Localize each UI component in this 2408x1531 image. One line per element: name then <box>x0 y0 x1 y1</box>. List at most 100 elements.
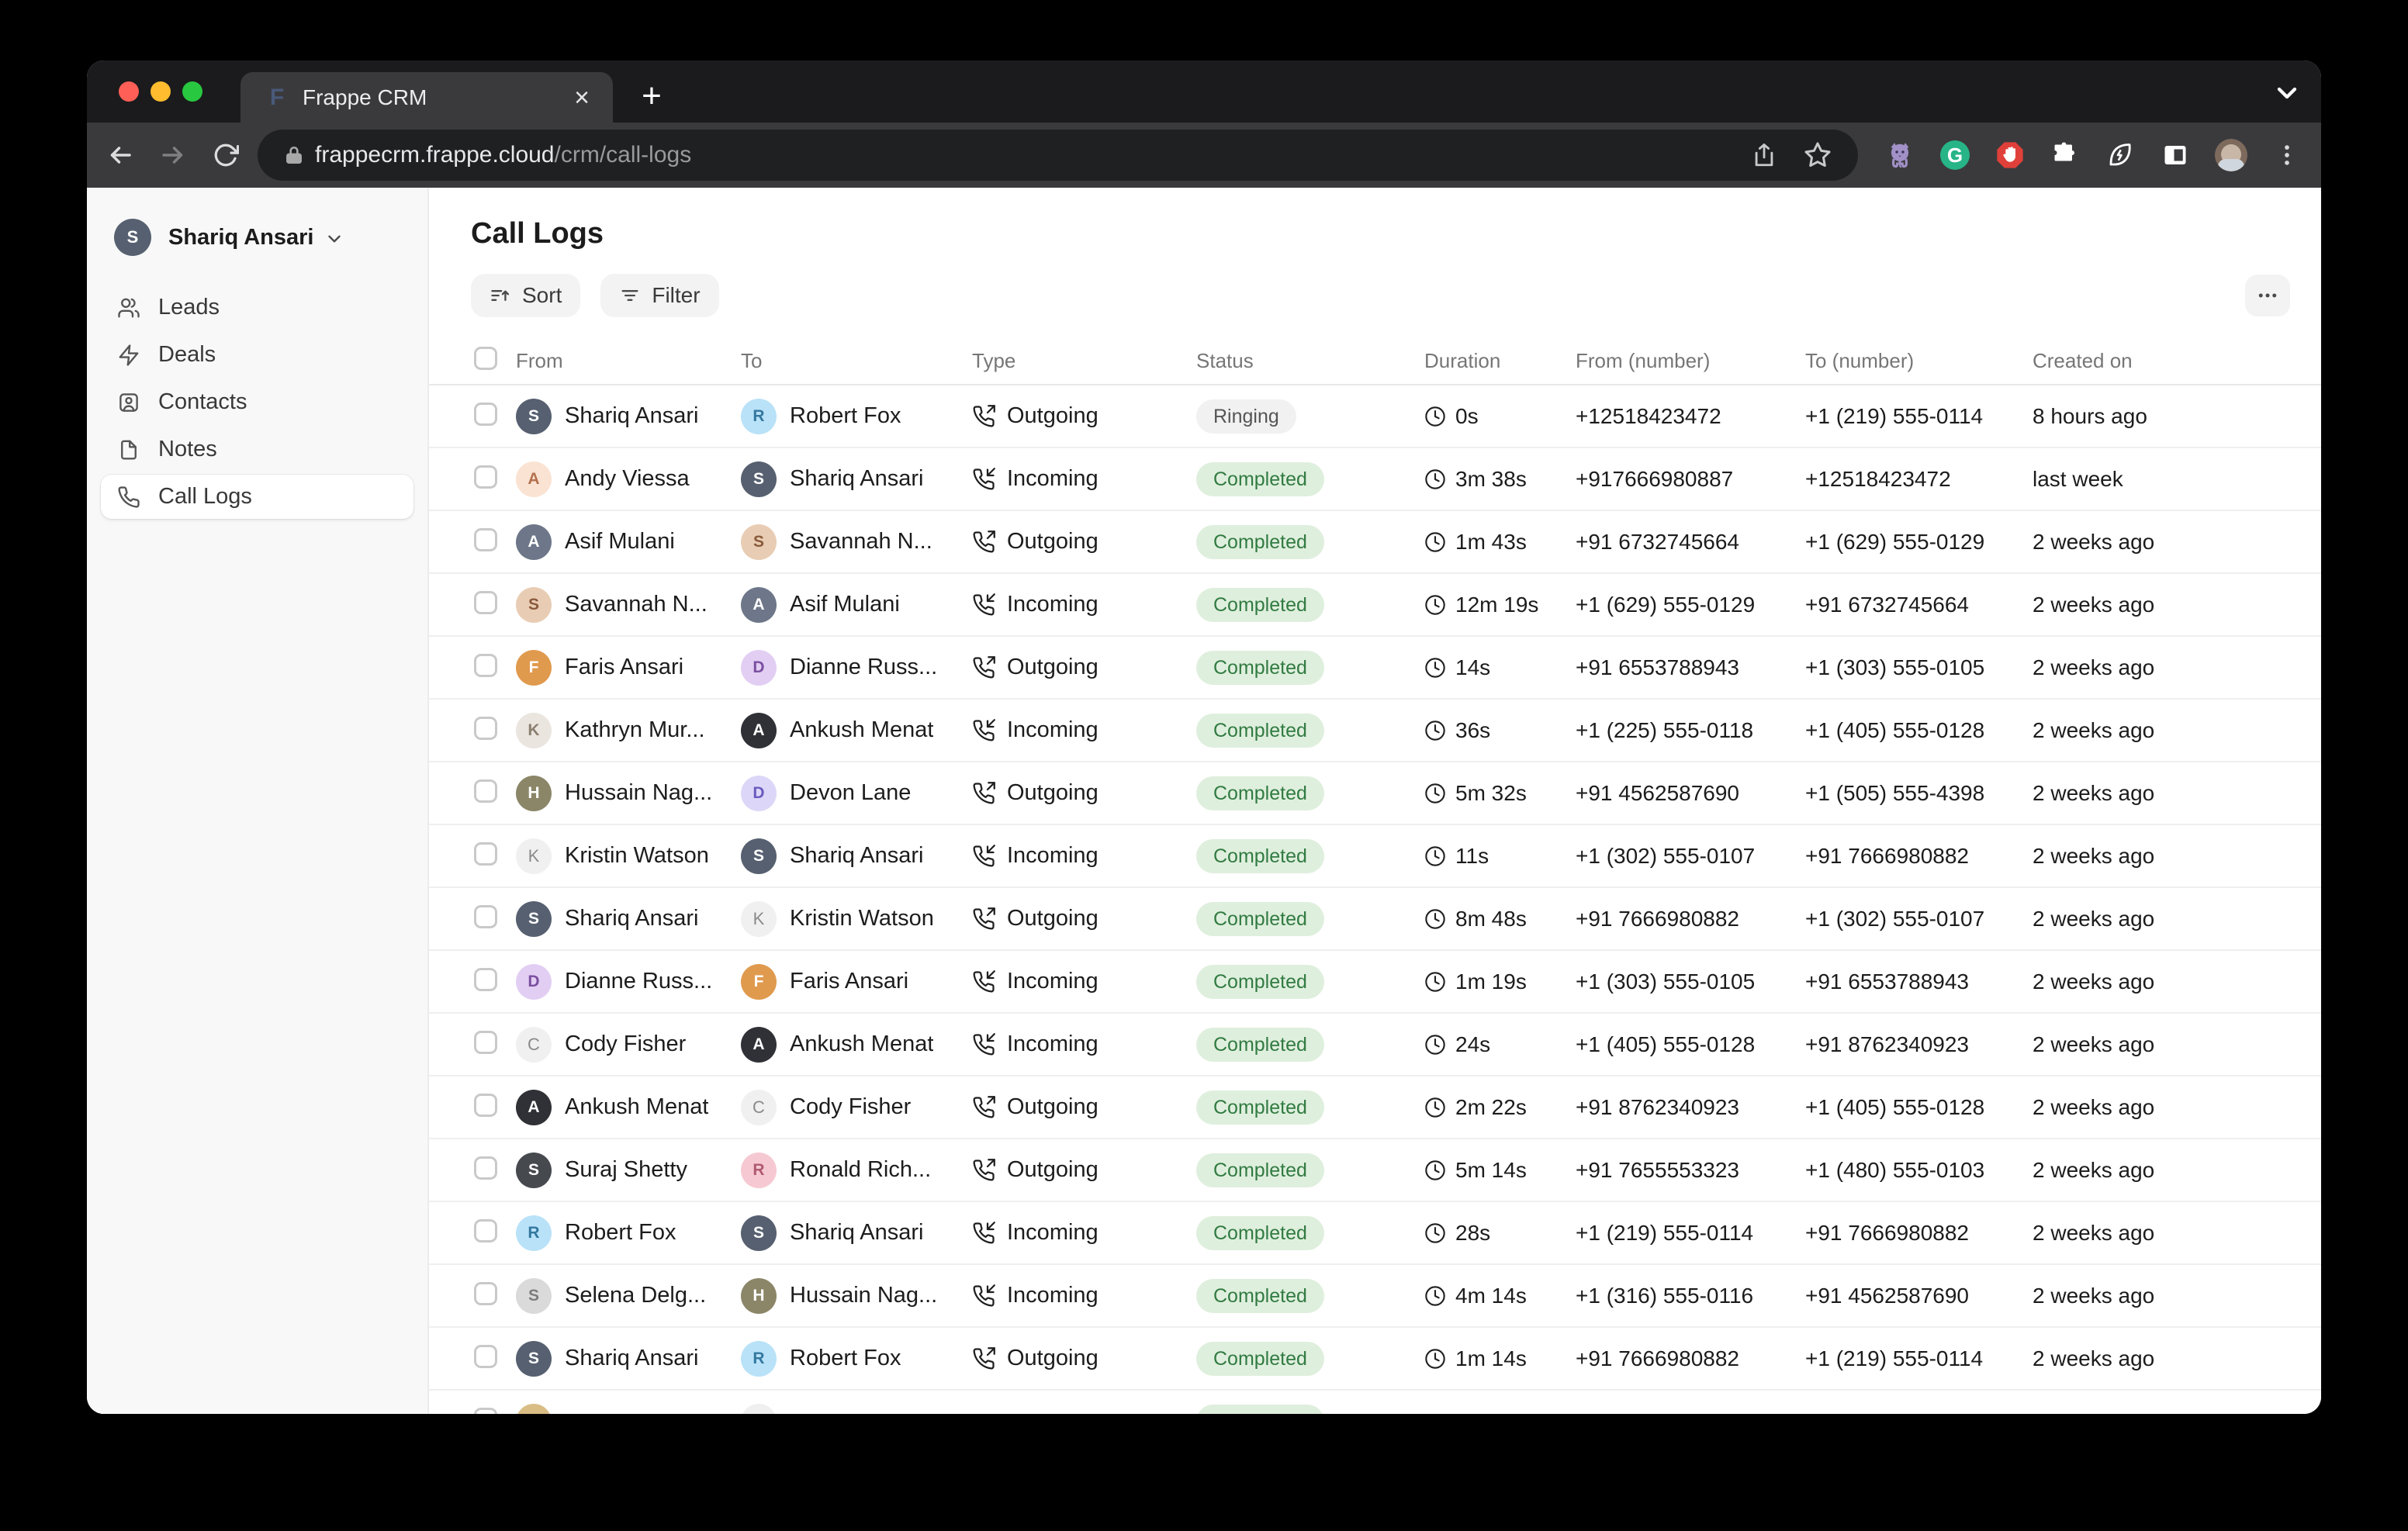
clock-icon <box>1424 594 1446 616</box>
column-header-type[interactable]: Type <box>972 348 1016 372</box>
chevron-down-icon[interactable] <box>2271 78 2302 109</box>
created-on: last week <box>2033 466 2123 491</box>
sidebar-item-deals[interactable]: Deals <box>101 333 413 377</box>
row-checkbox[interactable] <box>474 1219 497 1242</box>
row-checkbox[interactable] <box>474 1156 497 1180</box>
column-header-to[interactable]: To <box>741 348 763 372</box>
row-checkbox[interactable] <box>474 528 497 551</box>
table-row[interactable]: F Faris Ansari D Dianne Russ... Outgoing… <box>429 637 2321 700</box>
row-checkbox[interactable] <box>474 842 497 866</box>
to-number: +1 (480) 555-0103 <box>1805 1157 1985 1182</box>
from-number: +1 (316) 555-0116 <box>1576 1283 1754 1308</box>
column-header-to-number[interactable]: To (number) <box>1805 348 1915 372</box>
to-number: +91 6732745664 <box>1805 592 1969 617</box>
to-number: +91 8762340923 <box>1805 1032 1969 1056</box>
created-on: 2 weeks ago <box>2033 1032 2155 1056</box>
zoom-window-button[interactable] <box>182 81 202 102</box>
row-checkbox[interactable] <box>474 591 497 614</box>
column-header-from-number[interactable]: From (number) <box>1576 348 1711 372</box>
github-extension-icon[interactable] <box>1884 140 1915 171</box>
from-name: Robert Fox <box>565 1220 676 1245</box>
row-checkbox[interactable] <box>474 779 497 803</box>
select-all-checkbox[interactable] <box>474 346 497 370</box>
from-number: +91 7655553323 <box>1576 1157 1739 1182</box>
user-menu[interactable]: S Shariq Ansari <box>114 219 413 256</box>
sort-button[interactable]: Sort <box>471 274 581 317</box>
deals-icon <box>117 344 140 367</box>
row-checkbox[interactable] <box>474 1345 497 1368</box>
to-avatar: D <box>741 649 777 686</box>
to-avatar: K <box>741 900 777 937</box>
table-row[interactable]: S Selena Delg... H Hussain Nag... Incomi… <box>429 1265 2321 1328</box>
reading-panel-icon[interactable] <box>2160 140 2191 171</box>
to-avatar: S <box>741 838 777 874</box>
table-row[interactable]: D Dianne Russ... F Faris Ansari Incoming… <box>429 951 2321 1014</box>
table-row[interactable]: S Shariq Ansari R Robert Fox Outgoing Co… <box>429 1328 2321 1391</box>
bookmark-star-icon[interactable] <box>1804 141 1832 169</box>
table-row[interactable]: A Ankush Menat C Cody Fisher Outgoing Co… <box>429 1077 2321 1139</box>
share-icon[interactable] <box>1751 142 1777 168</box>
table-row[interactable]: K Kathryn Mur... A Ankush Menat Incoming… <box>429 700 2321 762</box>
menu-dots-icon[interactable] <box>2271 140 2302 171</box>
status-badge: Completed <box>1196 650 1324 685</box>
table-row[interactable]: C Cody Fisher A Ankush Menat Incoming Co… <box>429 1014 2321 1077</box>
table-row[interactable]: R Robert Fox S Shariq Ansari Incoming Co… <box>429 1202 2321 1265</box>
table-row[interactable]: H Hussain Nag... D Devon Lane Outgoing C… <box>429 762 2321 825</box>
puzzle-extensions-icon[interactable] <box>2050 140 2081 171</box>
row-checkbox[interactable] <box>474 1094 497 1117</box>
status-badge: Completed <box>1196 1278 1324 1313</box>
row-checkbox[interactable] <box>474 717 497 740</box>
more-options-button[interactable] <box>2245 275 2290 316</box>
row-checkbox[interactable] <box>474 1031 497 1054</box>
leaf-extension-icon[interactable] <box>2105 140 2136 171</box>
browser-profile-avatar[interactable] <box>2215 139 2247 171</box>
filter-icon <box>619 285 641 306</box>
row-checkbox[interactable] <box>474 968 497 991</box>
table-row[interactable]: Completed <box>429 1391 2321 1414</box>
row-checkbox[interactable] <box>474 905 497 928</box>
sidebar-item-call-logs[interactable]: Call Logs <box>101 475 413 519</box>
column-header-from[interactable]: From <box>516 348 563 372</box>
tab-close-icon[interactable]: × <box>574 82 590 112</box>
table-row[interactable]: A Asif Mulani S Savannah N... Outgoing C… <box>429 511 2321 574</box>
clock-icon <box>1424 971 1446 993</box>
row-checkbox[interactable] <box>474 1282 497 1305</box>
table-row[interactable]: S Savannah N... A Asif Mulani Incoming C… <box>429 574 2321 637</box>
grammarly-extension-icon[interactable]: G <box>1939 140 1970 171</box>
to-avatar: A <box>741 1026 777 1063</box>
close-window-button[interactable] <box>119 81 139 102</box>
table-row[interactable]: A Andy Viessa S Shariq Ansari Incoming C… <box>429 448 2321 511</box>
column-header-duration[interactable]: Duration <box>1424 348 1501 372</box>
browser-tab[interactable]: F Frappe CRM × <box>240 72 613 123</box>
table-row[interactable]: S Suraj Shetty R Ronald Rich... Outgoing… <box>429 1139 2321 1202</box>
sidebar-item-leads[interactable]: Leads <box>101 285 413 330</box>
forward-button[interactable] <box>158 140 188 170</box>
row-checkbox[interactable] <box>474 654 497 677</box>
column-header-created-on[interactable]: Created on <box>2033 348 2133 372</box>
adblock-extension-icon[interactable] <box>1995 140 2026 171</box>
column-header-status[interactable]: Status <box>1196 348 1254 372</box>
to-name: Robert Fox <box>790 1346 901 1370</box>
created-on: 2 weeks ago <box>2033 1157 2155 1182</box>
table-row[interactable]: S Shariq Ansari R Robert Fox Outgoing Ri… <box>429 385 2321 448</box>
to-avatar: A <box>741 712 777 748</box>
table-row[interactable]: K Kristin Watson S Shariq Ansari Incomin… <box>429 825 2321 888</box>
phone-incoming-icon <box>972 1032 995 1056</box>
table-row[interactable]: S Shariq Ansari K Kristin Watson Outgoin… <box>429 888 2321 951</box>
row-checkbox[interactable] <box>474 465 497 489</box>
back-button[interactable] <box>106 140 135 170</box>
address-bar[interactable]: frappecrm.frappe.cloud/crm/call-logs <box>258 130 1858 181</box>
from-avatar: C <box>516 1026 552 1063</box>
minimize-window-button[interactable] <box>150 81 171 102</box>
clock-icon <box>1424 531 1446 553</box>
sidebar-item-contacts[interactable]: Contacts <box>101 380 413 424</box>
to-avatar: R <box>741 398 777 434</box>
new-tab-button[interactable]: + <box>642 77 662 115</box>
sidebar-item-notes[interactable]: Notes <box>101 427 413 472</box>
filter-button[interactable]: Filter <box>600 274 719 317</box>
reload-button[interactable] <box>211 140 240 170</box>
row-checkbox[interactable] <box>474 403 497 426</box>
row-checkbox[interactable] <box>474 1408 497 1414</box>
clock-icon <box>1424 1222 1446 1244</box>
from-name: Dianne Russ... <box>565 969 713 994</box>
